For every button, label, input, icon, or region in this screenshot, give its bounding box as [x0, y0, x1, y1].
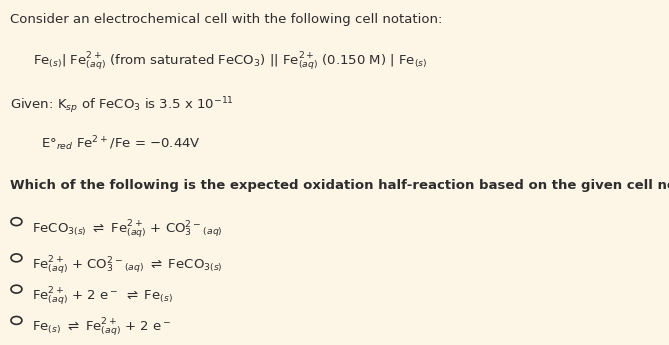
Text: Fe$_{(s)}$| Fe$^{2+}_{(aq)}$ (from saturated FeCO$_3$) || Fe$^{2+}_{(aq)}$ (0.15: Fe$_{(s)}$| Fe$^{2+}_{(aq)}$ (from satur… — [33, 50, 427, 73]
Text: Given: K$_{sp}$ of FeCO$_3$ is 3.5 x 10$^{-11}$: Given: K$_{sp}$ of FeCO$_3$ is 3.5 x 10$… — [9, 95, 233, 116]
Text: Fe$_{(s)}$ $\rightleftharpoons$ Fe$^{2+}_{(aq)}$ + 2 e$^-$: Fe$_{(s)}$ $\rightleftharpoons$ Fe$^{2+}… — [32, 317, 171, 339]
Text: Fe$^{2+}_{(aq)}$ + 2 e$^-$ $\rightleftharpoons$ Fe$_{(s)}$: Fe$^{2+}_{(aq)}$ + 2 e$^-$ $\rightleftha… — [32, 286, 173, 308]
Text: E$°_{red}$ Fe$^{2+}$/Fe = $-$0.44V: E$°_{red}$ Fe$^{2+}$/Fe = $-$0.44V — [41, 135, 201, 153]
Text: Which of the following is the expected oxidation half-reaction based on the give: Which of the following is the expected o… — [9, 179, 669, 192]
Text: Consider an electrochemical cell with the following cell notation:: Consider an electrochemical cell with th… — [9, 13, 442, 26]
Text: FeCO$_{3(s)}$ $\rightleftharpoons$ Fe$^{2+}_{(aq)}$ + CO$_3^{2-}{}_{(aq)}$: FeCO$_{3(s)}$ $\rightleftharpoons$ Fe$^{… — [32, 218, 223, 240]
Text: Fe$^{2+}_{(aq)}$ + CO$_3^{2-}{}_{(aq)}$ $\rightleftharpoons$ FeCO$_{3(s)}$: Fe$^{2+}_{(aq)}$ + CO$_3^{2-}{}_{(aq)}$ … — [32, 255, 223, 277]
